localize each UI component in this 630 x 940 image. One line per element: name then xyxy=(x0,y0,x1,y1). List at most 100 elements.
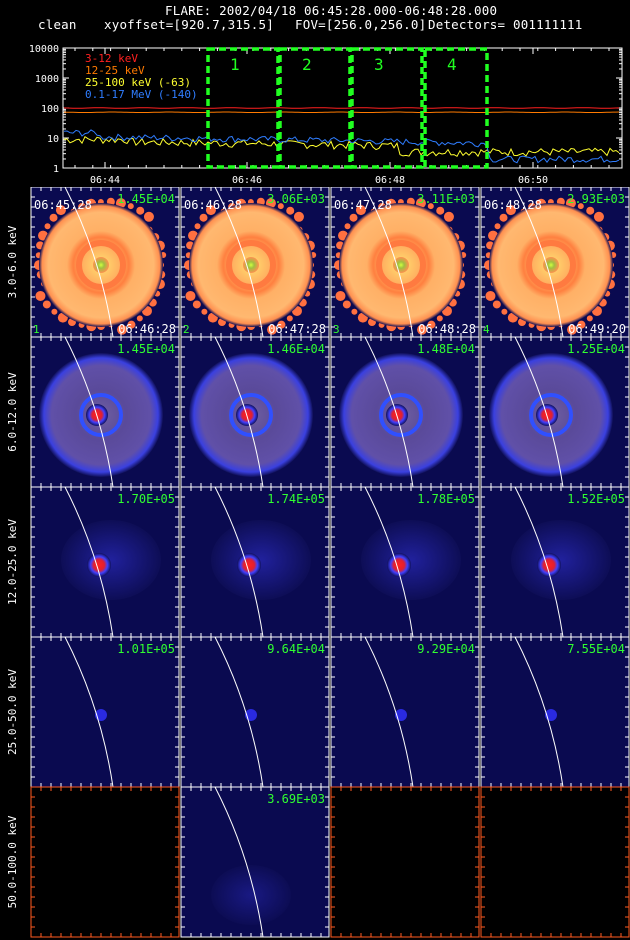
image-panel: 1.52E+05 xyxy=(480,486,630,638)
x-tick-label: 06:48 xyxy=(375,175,405,186)
image-panel: 1.46E+04 xyxy=(180,336,330,488)
solar-limb xyxy=(214,786,264,938)
curve-01-17-mev xyxy=(63,129,620,164)
panel-max-value: 1.52E+05 xyxy=(567,492,625,506)
solar-limb xyxy=(514,336,564,488)
panel-start-time: 06:47:28 xyxy=(334,198,392,212)
solar-limb xyxy=(64,187,114,338)
panel-end-time: 06:49:20 xyxy=(568,322,626,336)
solar-limb xyxy=(514,486,564,638)
image-panel: 1.45E+04 06:45:28 06:46:28 1 xyxy=(30,187,180,338)
panel-max-value: 9.29E+04 xyxy=(417,642,475,656)
energy-label: 3.0-6.0 keV xyxy=(6,225,19,298)
panel-end-time: 06:47:28 xyxy=(268,322,326,336)
image-panel: 3.11E+03 06:47:28 06:48:28 3 xyxy=(330,187,480,338)
curve-25-100-kev xyxy=(63,135,620,158)
x-tick-label: 06:46 xyxy=(232,175,262,186)
y-tick-label: 10 xyxy=(47,134,59,145)
interval-number: 1 xyxy=(230,55,240,74)
energy-label: 25.0-50.0 keV xyxy=(6,669,19,755)
panel-max-value: 3.06E+03 xyxy=(267,192,325,206)
x-tick-label: 06:44 xyxy=(90,175,120,186)
panel-index: 4 xyxy=(483,323,490,336)
image-panel: 1.45E+04 xyxy=(30,336,180,488)
image-panel: 1.70E+05 xyxy=(30,486,180,638)
image-panel: 1.48E+04 xyxy=(330,336,480,488)
interval-box xyxy=(206,47,280,169)
curve-3-12-kev xyxy=(63,107,620,109)
interval-box xyxy=(278,47,352,169)
solar-limb xyxy=(214,187,264,338)
lightcurve-plot: 10000 1000 100 10 1 06:44 06:46 06:48 06:50 3-12 … xyxy=(0,40,630,190)
solar-limb xyxy=(214,336,264,488)
x-tick-label: 06:50 xyxy=(518,175,548,186)
solar-limb xyxy=(364,336,414,488)
solar-limb xyxy=(364,636,414,788)
panel-index: 1 xyxy=(33,323,40,336)
fov-label: FOV=[256.0,256.0] xyxy=(295,17,427,32)
flare-title: FLARE: 2002/04/18 06:45:28.000-06:48:28.… xyxy=(165,3,498,18)
image-panel xyxy=(330,786,480,938)
panel-max-value: 1.78E+05 xyxy=(417,492,475,506)
interval-number: 3 xyxy=(374,55,384,74)
image-panel: 2.93E+03 06:48:28 06:49:20 4 xyxy=(480,187,630,338)
interval-box xyxy=(423,47,489,169)
panel-index: 3 xyxy=(333,323,340,336)
interval-number: 4 xyxy=(447,55,457,74)
solar-limb xyxy=(64,636,114,788)
interval-number: 2 xyxy=(302,55,312,74)
image-panel: 7.55E+04 xyxy=(480,636,630,788)
panel-max-value: 1.45E+04 xyxy=(117,192,175,206)
panel-max-value: 3.69E+03 xyxy=(267,792,325,806)
curve-12-25-kev xyxy=(63,111,620,113)
solar-limb xyxy=(514,636,564,788)
panel-max-value: 1.48E+04 xyxy=(417,342,475,356)
y-tick-label: 10000 xyxy=(29,44,59,55)
image-grid: 1.45E+04 06:45:28 06:46:28 1 3.06E+03 06:46:2… xyxy=(0,187,630,940)
method-label: clean xyxy=(38,17,77,32)
image-panel: 1.25E+04 xyxy=(480,336,630,488)
solar-limb xyxy=(64,336,114,488)
panel-max-value: 7.55E+04 xyxy=(567,642,625,656)
image-panel xyxy=(480,786,630,938)
image-panel: 9.64E+04 xyxy=(180,636,330,788)
panel-end-time: 06:48:28 xyxy=(418,322,476,336)
y-tick-label: 1000 xyxy=(35,74,59,85)
interval-box xyxy=(350,47,424,169)
panel-start-time: 06:48:28 xyxy=(484,198,542,212)
image-panel xyxy=(30,786,180,938)
panel-max-value: 1.45E+04 xyxy=(117,342,175,356)
solar-limb xyxy=(214,486,264,638)
solar-limb xyxy=(214,636,264,788)
image-panel: 1.74E+05 xyxy=(180,486,330,638)
energy-label: 12.0-25.0 keV xyxy=(6,519,19,605)
panel-max-value: 9.64E+04 xyxy=(267,642,325,656)
image-panel: 9.29E+04 xyxy=(330,636,480,788)
panel-start-time: 06:45:28 xyxy=(34,198,92,212)
panel-end-time: 06:46:28 xyxy=(118,322,176,336)
panel-start-time: 06:46:28 xyxy=(184,198,242,212)
panel-max-value: 1.70E+05 xyxy=(117,492,175,506)
image-panel: 3.69E+03 xyxy=(180,786,330,938)
image-panel: 1.01E+05 xyxy=(30,636,180,788)
panel-max-value: 1.46E+04 xyxy=(267,342,325,356)
legend-entry: 25-100 keV (-63) xyxy=(85,76,191,89)
panel-max-value: 3.11E+03 xyxy=(417,192,475,206)
header: FLARE: 2002/04/18 06:45:28.000-06:48:28.… xyxy=(0,0,630,40)
detectors-label: Detectors= 001111111 xyxy=(428,17,583,32)
panel-max-value: 1.25E+04 xyxy=(567,342,625,356)
legend-entry: 0.1-17 MeV (-140) xyxy=(85,88,198,101)
energy-label: 6.0-12.0 keV xyxy=(6,372,19,452)
solar-limb xyxy=(514,187,564,338)
panel-max-value: 1.01E+05 xyxy=(117,642,175,656)
energy-label: 50.0-100.0 keV xyxy=(6,815,19,908)
panel-max-value: 1.74E+05 xyxy=(267,492,325,506)
legend-entry: 12-25 keV xyxy=(85,64,145,77)
y-tick-label: 1 xyxy=(53,164,59,175)
solar-limb xyxy=(364,486,414,638)
image-panel: 3.06E+03 06:46:28 06:47:28 2 xyxy=(180,187,330,338)
legend-entry: 3-12 keV xyxy=(85,52,138,65)
xyoffset-label: xyoffset=[920.7,315.5] xyxy=(104,17,274,32)
solar-limb xyxy=(64,486,114,638)
panel-index: 2 xyxy=(183,323,190,336)
